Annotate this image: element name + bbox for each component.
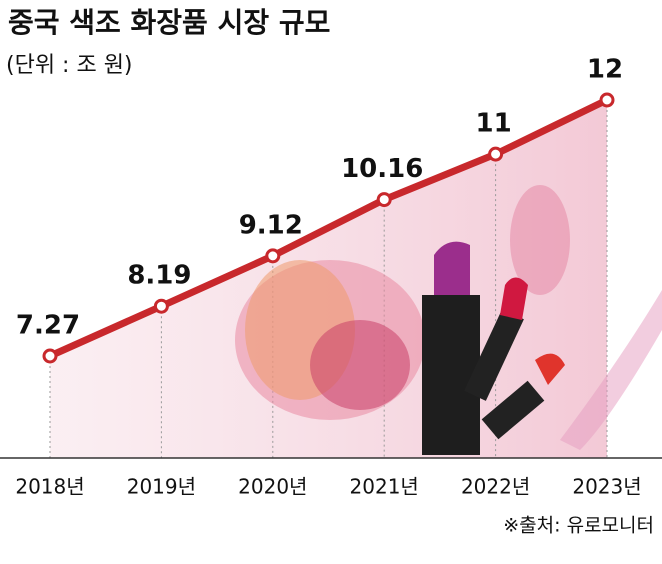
chart-title: 중국 색조 화장품 시장 규모 (8, 6, 330, 39)
x-tick-label: 2018년 (15, 475, 84, 499)
point (42, 348, 58, 364)
lipstick (481, 380, 545, 440)
lipstick (422, 295, 480, 455)
value-label: 8.19 (127, 261, 191, 291)
value-label: 10.16 (341, 154, 423, 184)
point (153, 298, 169, 314)
x-tick-label: 2021년 (350, 475, 419, 499)
line (48, 96, 609, 360)
illustration (235, 185, 662, 455)
source: ※출처: 유로모니터 (503, 515, 654, 537)
value-label: 11 (476, 109, 512, 139)
lipstick-tip (434, 241, 470, 295)
splash (510, 185, 570, 295)
lipstick-tip (535, 353, 565, 385)
point (488, 146, 504, 162)
x-tick-label: 2023년 (572, 475, 641, 499)
lipstick-tip (500, 277, 528, 320)
value-label: 7.27 (16, 311, 80, 341)
lipstick (464, 309, 524, 401)
chart-subtitle: (단위 : 조 원) (6, 53, 133, 78)
value-label: 9.12 (239, 210, 303, 240)
petal (310, 320, 410, 410)
point (265, 248, 281, 264)
x-tick-label: 2020년 (238, 475, 307, 499)
splash (560, 290, 662, 450)
x-tick-label: 2019년 (127, 475, 196, 499)
value-label: 12 (587, 55, 623, 85)
point (599, 92, 615, 108)
x-tick-label: 2022년 (461, 475, 530, 499)
point (376, 192, 392, 208)
